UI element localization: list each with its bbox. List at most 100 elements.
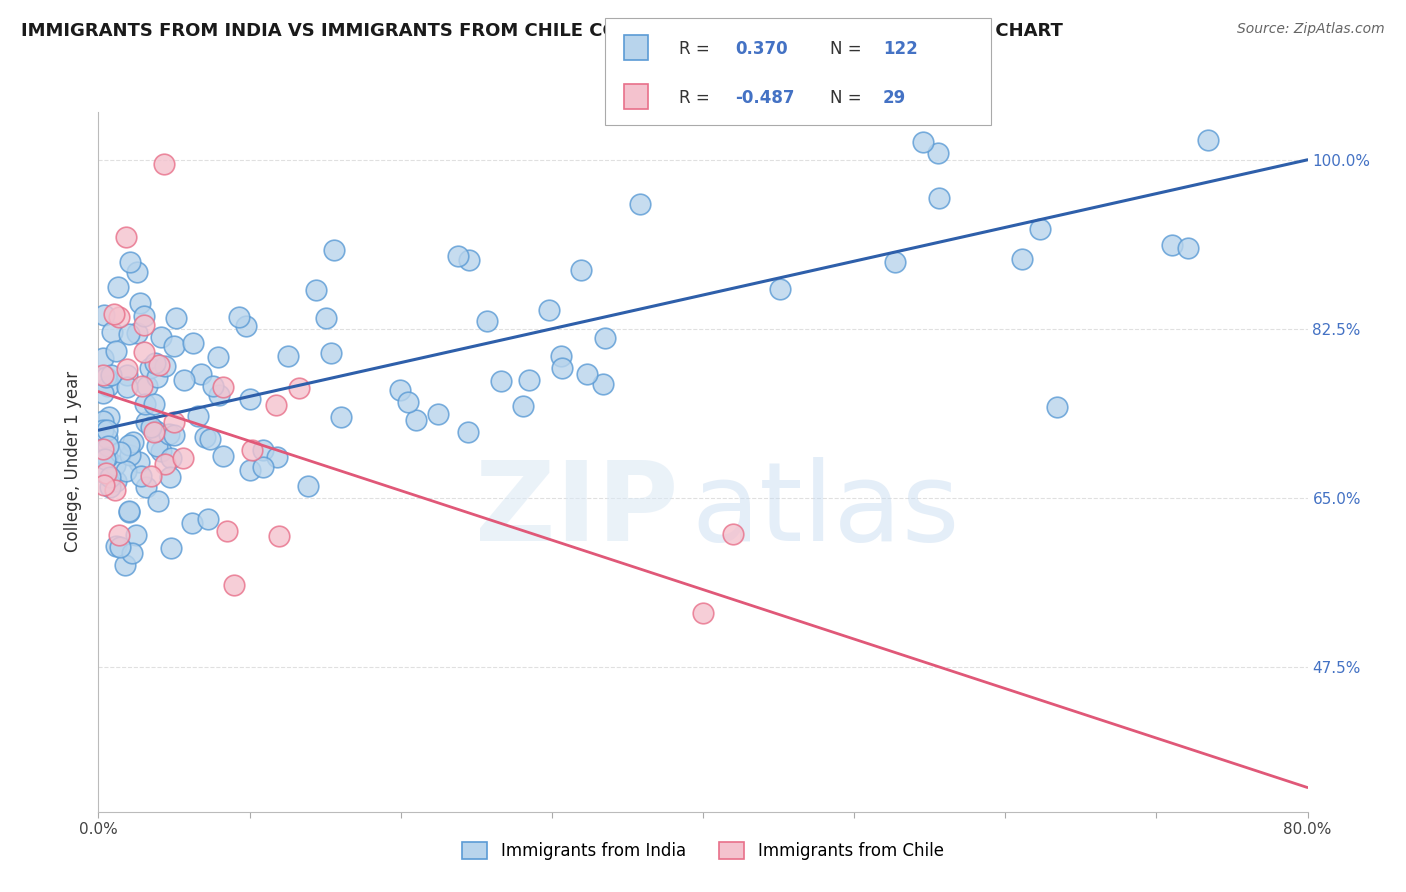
Text: -0.487: -0.487 <box>735 89 794 107</box>
Point <box>104 474 127 488</box>
Point <box>132 344 155 359</box>
Point <box>197 512 219 526</box>
Point <box>138 360 160 375</box>
Point <box>121 435 143 450</box>
Point <box>118 504 141 518</box>
Point <box>97 378 120 392</box>
Point <box>883 254 905 268</box>
Point <box>98 470 121 484</box>
Point <box>96 431 118 445</box>
Text: N =: N = <box>830 89 866 107</box>
Legend: Immigrants from India, Immigrants from Chile: Immigrants from India, Immigrants from C… <box>456 835 950 866</box>
Point <box>145 439 167 453</box>
Point <box>212 380 235 394</box>
Point <box>389 383 412 397</box>
Point <box>235 319 257 334</box>
Point <box>146 494 169 508</box>
Text: R =: R = <box>679 40 716 58</box>
Point <box>132 309 155 323</box>
Point <box>120 255 142 269</box>
Point <box>323 244 346 258</box>
Point <box>927 145 949 160</box>
Point <box>96 450 118 464</box>
Point <box>426 407 449 421</box>
Point <box>269 529 291 543</box>
Point <box>110 445 132 459</box>
Point <box>1011 252 1033 267</box>
Point <box>134 318 156 333</box>
Point <box>131 378 153 392</box>
Point <box>723 527 745 541</box>
Point <box>163 428 186 442</box>
Point <box>103 483 125 498</box>
Text: ZIP: ZIP <box>475 457 679 564</box>
Point <box>211 449 233 463</box>
Point <box>125 528 148 542</box>
Point <box>160 541 183 555</box>
Point <box>153 359 176 373</box>
Point <box>458 252 481 267</box>
Text: 29: 29 <box>883 89 907 107</box>
Point <box>207 351 229 365</box>
Point <box>145 425 167 439</box>
Point <box>405 413 427 427</box>
Point <box>173 373 195 387</box>
Point <box>297 479 319 493</box>
Point <box>208 388 231 402</box>
Point <box>91 368 114 383</box>
Text: 0.370: 0.370 <box>735 40 787 58</box>
Point <box>215 524 238 538</box>
Point <box>163 415 186 429</box>
Point <box>149 330 172 344</box>
Point <box>146 369 169 384</box>
Point <box>264 398 287 412</box>
Point <box>537 303 560 318</box>
Point <box>91 351 114 365</box>
Point <box>1177 241 1199 255</box>
Text: R =: R = <box>679 89 716 107</box>
Point <box>592 377 614 392</box>
Text: atlas: atlas <box>690 457 959 564</box>
Point <box>135 379 157 393</box>
Point <box>319 345 342 359</box>
Point <box>1197 133 1219 147</box>
Point <box>550 349 572 363</box>
Point <box>172 451 194 466</box>
Point <box>141 420 163 434</box>
Point <box>315 311 337 326</box>
Point <box>692 607 714 621</box>
Point <box>239 392 262 406</box>
Point <box>142 425 165 439</box>
Text: Source: ZipAtlas.com: Source: ZipAtlas.com <box>1237 22 1385 37</box>
Point <box>157 427 180 442</box>
Text: IMMIGRANTS FROM INDIA VS IMMIGRANTS FROM CHILE COLLEGE, UNDER 1 YEAR CORRELATION: IMMIGRANTS FROM INDIA VS IMMIGRANTS FROM… <box>21 22 1063 40</box>
Point <box>118 327 141 342</box>
Point <box>98 480 121 494</box>
Point <box>91 442 114 456</box>
Point <box>141 468 163 483</box>
Point <box>114 558 136 573</box>
Point <box>489 374 512 388</box>
Point <box>91 414 114 428</box>
Point <box>108 540 131 554</box>
Point <box>252 460 274 475</box>
Point <box>96 466 118 480</box>
Point <box>159 470 181 484</box>
Point <box>202 379 225 393</box>
Point <box>125 326 148 341</box>
Point <box>115 362 138 376</box>
Point <box>135 415 157 429</box>
Point <box>115 380 138 394</box>
Point <box>187 409 209 423</box>
Point <box>512 399 534 413</box>
Point <box>121 546 143 560</box>
Point <box>93 452 115 467</box>
Point <box>457 425 479 440</box>
Point <box>107 279 129 293</box>
Point <box>115 464 138 478</box>
Point <box>252 442 274 457</box>
Point <box>1160 237 1182 252</box>
Point <box>125 265 148 279</box>
Y-axis label: College, Under 1 year: College, Under 1 year <box>65 371 83 552</box>
Point <box>769 282 792 296</box>
